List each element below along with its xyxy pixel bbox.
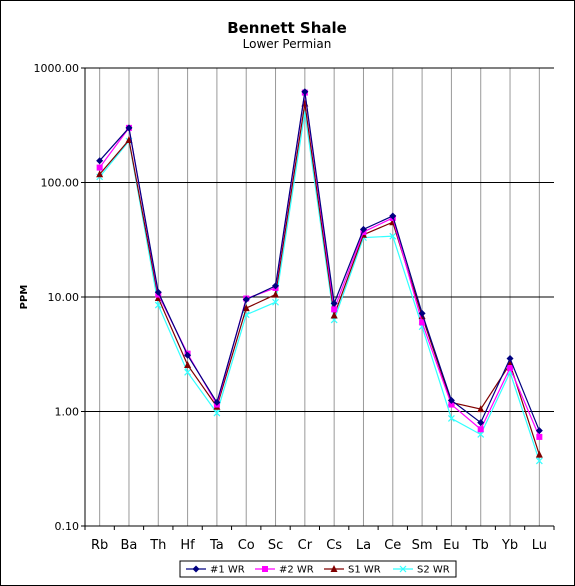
series-line [99, 112, 540, 462]
data-point [507, 364, 514, 371]
x-stroke [399, 565, 407, 573]
data-point [272, 298, 279, 306]
data-point [477, 431, 485, 438]
data-point [477, 405, 485, 413]
x-tick-label: Ta [209, 538, 224, 553]
data-point [272, 282, 280, 290]
legend-marker [399, 565, 407, 573]
data-point [272, 290, 280, 298]
x-tick-label: Cr [298, 538, 313, 553]
legend-label: S2 WR [417, 565, 450, 576]
data-point [447, 415, 455, 422]
x-stroke [272, 298, 279, 306]
x-tick-label: Yb [501, 538, 518, 553]
data-point [389, 212, 397, 220]
series-group [96, 88, 543, 465]
legend-entry-2-wr: #2 WR [255, 565, 314, 576]
legend: #1 WR #2 WR S1 WR S2 WR [179, 560, 457, 578]
data-point [96, 164, 103, 171]
y-tick-label: 100.00 [41, 177, 80, 190]
chart-title: Bennett Shale [227, 19, 347, 37]
x-stroke [213, 409, 221, 417]
legend-entry-1-wr: #1 WR [186, 565, 245, 576]
data-point [331, 306, 338, 313]
x-tick-label: Th [149, 538, 166, 553]
x-tick-label: La [356, 538, 371, 553]
x-tick-label: Ce [384, 538, 401, 553]
data-point [536, 433, 543, 440]
y-tick-labels: 0.10 1.00 10.00 100.00 1000.00 [34, 62, 80, 533]
x-tick-label: Sc [268, 538, 283, 553]
legend-label: #1 WR [210, 565, 245, 576]
series-line [99, 91, 540, 431]
x-tick-label: Rb [91, 538, 108, 553]
x-tick-label: Co [238, 538, 255, 553]
series-s2-wr [96, 108, 543, 465]
x-tick-label: Tb [472, 538, 489, 553]
data-point [184, 351, 192, 359]
x-tick-label: Cs [326, 538, 342, 553]
x-tick-label: Ba [121, 538, 138, 553]
x-stroke [535, 457, 543, 465]
x-stroke [389, 232, 397, 240]
x-tick-labels: Rb Ba Th Hf Ta Co Sc Cr Cs La Ce Sm Eu Tb Yb Lu [91, 538, 547, 553]
data-point [213, 409, 221, 417]
x-tick-label: Lu [532, 538, 547, 553]
x-stroke [447, 415, 455, 422]
data-point [184, 360, 192, 368]
legend-box [179, 560, 457, 578]
data-point [418, 309, 426, 317]
y-axis-label: PPM [19, 285, 30, 310]
data-point [330, 311, 338, 319]
legend-label: #2 WR [279, 565, 314, 576]
y-tick-label: 1.00 [55, 406, 80, 419]
data-point [448, 401, 455, 408]
series-line [99, 103, 540, 455]
y-tick-label: 10.00 [48, 291, 80, 304]
chart-subtitle: Lower Permian [243, 37, 332, 51]
data-point [96, 157, 104, 165]
x-stroke [477, 431, 485, 438]
data-point [213, 398, 221, 406]
legend-marker [262, 566, 268, 572]
data-point [477, 426, 484, 433]
data-point [125, 124, 133, 132]
x-stroke [184, 368, 192, 376]
data-point [535, 427, 543, 435]
x-tick-label: Eu [443, 538, 459, 553]
series-1-wr [96, 88, 543, 435]
x-tick-label: Hf [180, 538, 195, 553]
y-tick-label: 0.10 [55, 520, 80, 533]
legend-label: S1 WR [348, 565, 381, 576]
data-point [447, 396, 455, 404]
data-point [301, 88, 309, 96]
data-point [535, 450, 543, 458]
data-point [389, 232, 397, 240]
data-point [184, 368, 192, 376]
data-point [330, 299, 338, 307]
x-tick-label: Sm [412, 538, 433, 553]
data-point [242, 296, 250, 304]
legend-marker [192, 565, 200, 573]
legend-entry-s2-wr: S2 WR [393, 565, 450, 576]
data-point [359, 225, 367, 233]
data-point [506, 355, 514, 363]
legend-entry-s1-wr: S1 WR [324, 565, 381, 576]
y-tick-label: 1000.00 [34, 62, 80, 75]
data-point [535, 457, 543, 465]
legend-marker [330, 565, 338, 572]
data-point [154, 288, 162, 296]
axes [81, 67, 555, 530]
data-point [477, 419, 485, 427]
data-point [242, 304, 250, 312]
data-point [419, 319, 426, 326]
data-point [96, 170, 104, 178]
